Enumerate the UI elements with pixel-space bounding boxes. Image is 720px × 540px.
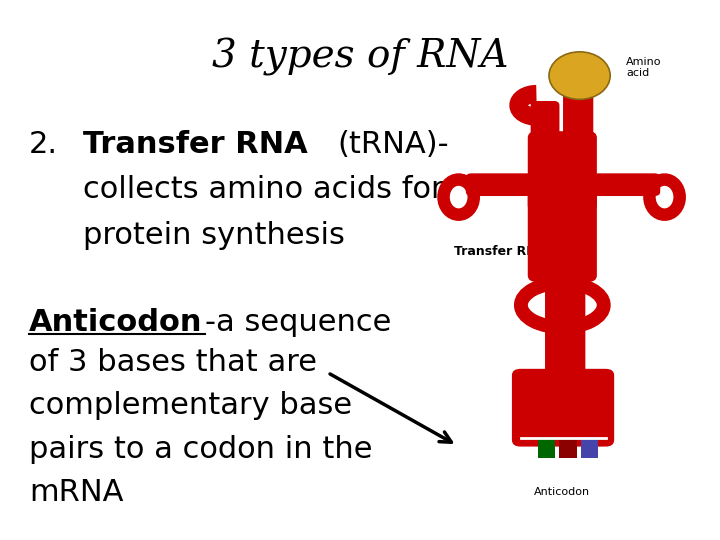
FancyBboxPatch shape <box>531 101 559 150</box>
FancyBboxPatch shape <box>538 437 555 458</box>
FancyBboxPatch shape <box>582 173 660 196</box>
FancyBboxPatch shape <box>545 287 585 385</box>
Text: 2.: 2. <box>29 130 58 159</box>
Text: pairs to a codon in the: pairs to a codon in the <box>29 435 372 464</box>
Ellipse shape <box>549 52 611 99</box>
FancyBboxPatch shape <box>563 87 593 137</box>
Text: Amino
acid: Amino acid <box>626 57 662 78</box>
FancyBboxPatch shape <box>466 173 544 196</box>
Text: Anticodon: Anticodon <box>29 308 202 337</box>
FancyBboxPatch shape <box>528 131 597 212</box>
Text: mRNA: mRNA <box>29 478 123 507</box>
Text: -a sequence: -a sequence <box>205 308 392 337</box>
Text: of 3 bases that are: of 3 bases that are <box>29 348 317 377</box>
Text: (tRNA)-: (tRNA)- <box>337 130 449 159</box>
Text: 3 types of RNA: 3 types of RNA <box>212 38 508 76</box>
Ellipse shape <box>444 179 474 215</box>
FancyBboxPatch shape <box>559 437 577 458</box>
FancyBboxPatch shape <box>512 369 614 447</box>
Text: collects amino acids for: collects amino acids for <box>83 176 444 205</box>
Text: Anticodon: Anticodon <box>534 487 590 497</box>
Text: Transfer RNA: Transfer RNA <box>454 245 546 258</box>
FancyBboxPatch shape <box>528 191 597 282</box>
Ellipse shape <box>649 179 680 215</box>
Text: complementary base: complementary base <box>29 392 352 421</box>
Text: protein synthesis: protein synthesis <box>83 221 345 251</box>
Text: Transfer RNA: Transfer RNA <box>83 130 307 159</box>
FancyBboxPatch shape <box>581 437 598 458</box>
Ellipse shape <box>521 283 603 327</box>
